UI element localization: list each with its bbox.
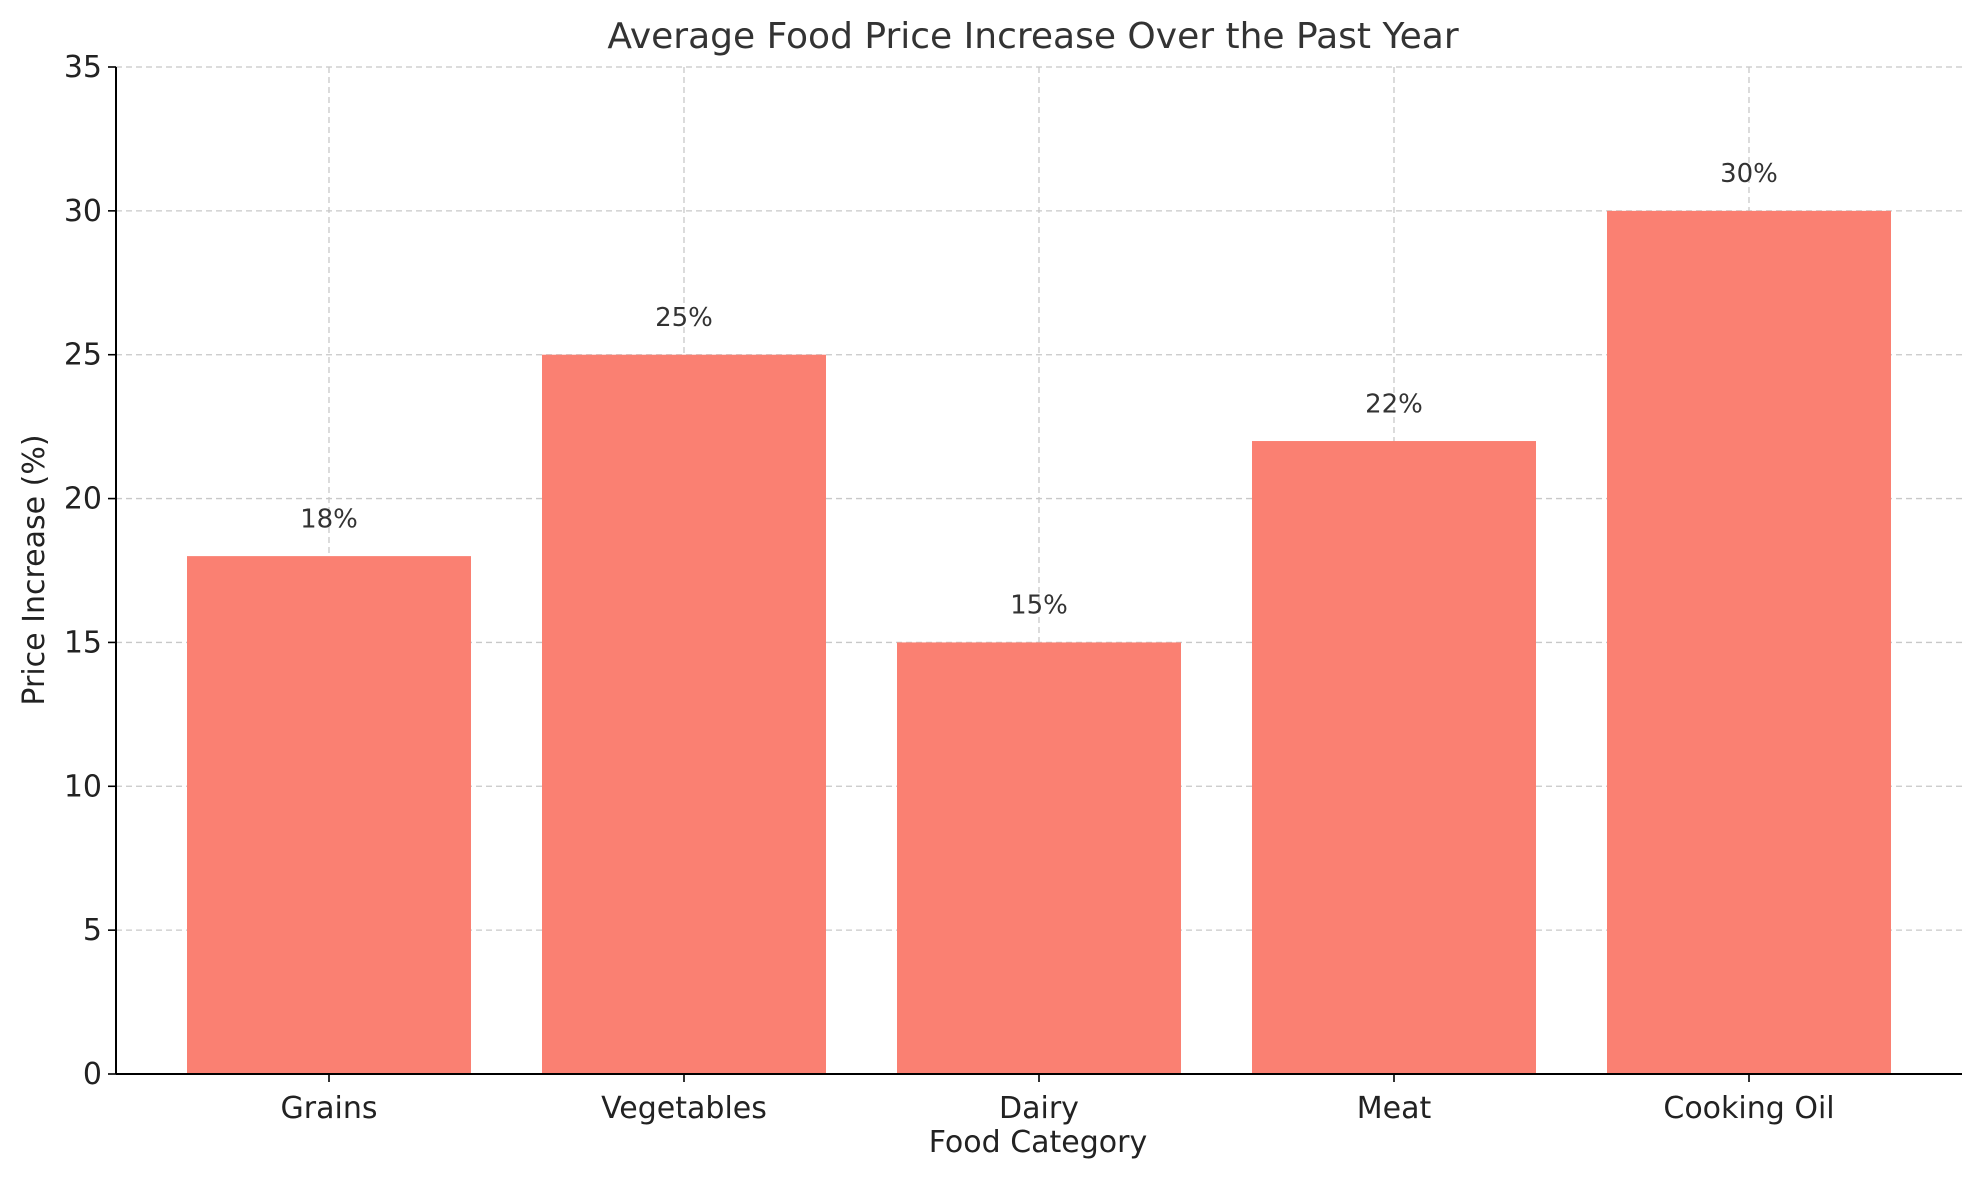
y-axis-title: Price Increase (%) (17, 434, 52, 705)
y-tick-label: 0 (83, 1057, 102, 1092)
x-axis-title: Food Category (929, 1125, 1148, 1160)
data-label: 15% (1010, 591, 1068, 621)
x-tick-label: Dairy (999, 1091, 1079, 1126)
bar-cooking-oil (1607, 210, 1891, 1074)
data-label: 18% (300, 504, 358, 534)
y-tick-label: 30 (64, 194, 102, 229)
bar-meat (1252, 441, 1536, 1074)
x-tick-label: Cooking Oil (1663, 1091, 1834, 1126)
y-tick-label: 20 (64, 482, 102, 517)
data-label: 22% (1365, 389, 1423, 419)
y-tick-label: 15 (64, 625, 102, 660)
bar-grains (187, 556, 471, 1074)
y-tick-label: 35 (64, 50, 102, 85)
data-label: 25% (655, 303, 713, 333)
chart-title: Average Food Price Increase Over the Pas… (607, 16, 1459, 57)
axis-layer: 0 5 10 15 20 25 30 35 Grains Vegetables Dairy Meat C… (64, 50, 1962, 1126)
bar-dairy (897, 642, 1181, 1074)
label-layer: 18% 25% 15% 22% 30% (300, 159, 1778, 621)
bar-layer (187, 210, 1891, 1074)
bar-vegetables (542, 354, 826, 1074)
y-tick-label: 5 (83, 913, 102, 948)
x-tick-label: Vegetables (601, 1091, 767, 1126)
y-tick-label: 25 (64, 338, 102, 373)
data-label: 30% (1720, 159, 1778, 189)
y-tick-label: 10 (64, 769, 102, 804)
x-tick-label: Meat (1357, 1091, 1432, 1126)
x-tick-label: Grains (281, 1091, 378, 1126)
